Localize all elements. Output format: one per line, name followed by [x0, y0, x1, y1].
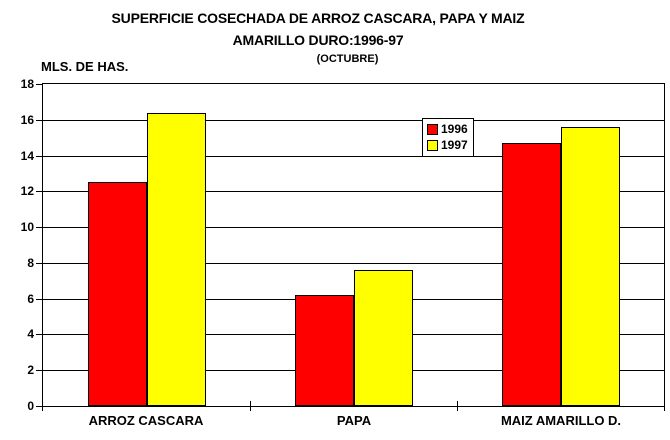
bar-1996-papa [295, 295, 354, 406]
chart-subtitle: (OCTUBRE) [316, 53, 379, 65]
gridline [43, 191, 664, 192]
y-axis-tick [36, 334, 42, 335]
bar-1996-maiz-amarillo-d [502, 143, 561, 406]
legend-item-1997: 1997 [427, 139, 468, 152]
x-axis-tick [457, 401, 458, 411]
y-axis-tick [36, 263, 42, 264]
legend-item-1996: 1996 [427, 123, 468, 136]
bar-1997-arroz-cascara [147, 113, 206, 406]
y-axis-tick [36, 406, 42, 407]
y-axis-unit-label: MLS. DE HAS. [41, 59, 129, 74]
x-axis-category-label-papa: PAPA [336, 413, 372, 428]
legend-label-1997: 1997 [441, 138, 468, 152]
y-axis-tick-label: 6 [27, 292, 34, 306]
gridline [43, 227, 664, 228]
y-axis-tick [36, 120, 42, 121]
gridline [43, 263, 664, 264]
y-axis-tick-label: 14 [20, 149, 34, 163]
plot-area [42, 83, 665, 407]
gridline [43, 156, 664, 157]
y-axis-tick-label: 8 [27, 256, 34, 270]
legend-swatch-1997 [427, 140, 438, 151]
y-axis-tick-label: 10 [20, 220, 34, 234]
y-axis-tick-label: 2 [27, 363, 34, 377]
x-axis-category-label-maiz-amarillo-d: MAIZ AMARILLO D. [500, 413, 622, 428]
y-axis-tick [36, 156, 42, 157]
y-axis-tick [36, 84, 42, 85]
x-axis-tick [250, 401, 251, 411]
chart-title-line1: SUPERFICIE COSECHADA DE ARROZ CASCARA, P… [111, 10, 525, 26]
legend-label-1996: 1996 [441, 122, 468, 136]
y-axis-tick [36, 370, 42, 371]
x-axis-tick [664, 401, 665, 411]
bar-1997-maiz-amarillo-d [561, 127, 620, 406]
y-axis-tick [36, 299, 42, 300]
y-axis-tick-label: 12 [20, 184, 34, 198]
chart-title-line2: AMARILLO DURO:1996-97 [232, 32, 404, 48]
y-axis-tick [36, 191, 42, 192]
y-axis-tick-label: 0 [27, 399, 34, 413]
legend-swatch-1996 [427, 124, 438, 135]
gridline [43, 120, 664, 121]
y-axis-tick-label: 4 [27, 327, 34, 341]
x-axis-category-label-arroz-cascara: ARROZ CASCARA [88, 413, 204, 428]
bar-1996-arroz-cascara [88, 182, 147, 406]
bar-1997-papa [354, 270, 413, 406]
y-axis-tick-label: 18 [20, 77, 34, 91]
y-axis-tick [36, 227, 42, 228]
y-axis-tick-label: 16 [20, 113, 34, 127]
x-axis-tick [42, 401, 43, 411]
legend: 1996 1997 [422, 118, 474, 157]
